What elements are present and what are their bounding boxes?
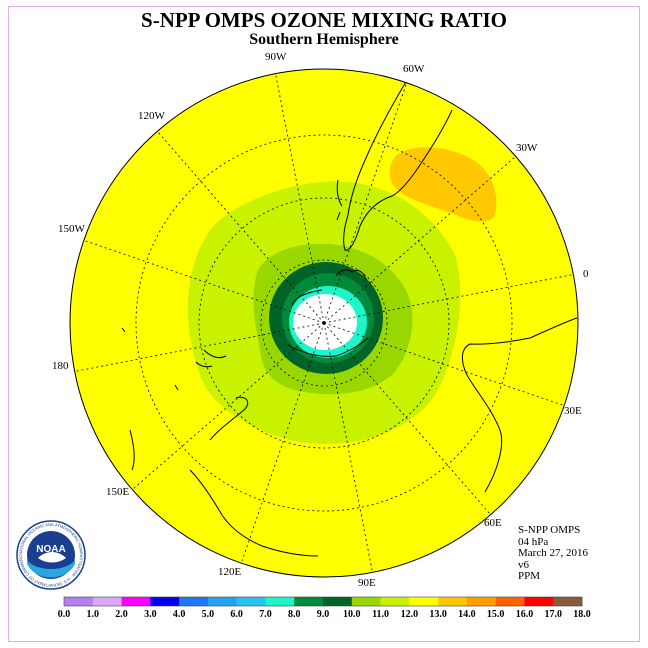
colorbar-tick-label: 3.0	[144, 609, 157, 620]
colorbar-outline	[63, 596, 583, 607]
colorbar-swatch	[121, 597, 151, 606]
lon-label-90e: 90E	[358, 577, 376, 589]
lon-label-150w: 150W	[58, 223, 86, 235]
lon-label-30e: 30E	[564, 405, 582, 417]
colorbar-swatch	[466, 597, 496, 606]
colorbar-tick-label: 4.0	[173, 609, 186, 620]
lon-label-60e: 60E	[484, 517, 502, 529]
map-title: S-NPP OMPS OZONE MIXING RATIO	[141, 8, 507, 32]
colorbar-swatch	[553, 597, 583, 606]
colorbar-tick-label: 2.0	[115, 609, 128, 620]
graticule	[74, 73, 574, 573]
colorbar-tick-label: 16.0	[516, 609, 534, 620]
info-level: 04 hPa	[518, 535, 549, 548]
colorbar-swatch	[438, 597, 468, 606]
lon-label-150e: 150E	[106, 486, 130, 498]
lon-label-60w: 60W	[403, 63, 425, 75]
coastlines	[121, 74, 578, 557]
colorbar-tick-label: 8.0	[288, 609, 301, 620]
colorbar-swatch	[64, 597, 94, 606]
info-date: March 27, 2016	[518, 547, 588, 559]
colorbar-swatch	[351, 597, 381, 606]
lon-label-120w: 120W	[138, 110, 166, 122]
meridian-line	[132, 322, 325, 490]
meridian-line	[323, 274, 574, 324]
colorbar-swatch	[265, 597, 295, 606]
colorbar-swatch	[380, 597, 410, 606]
colorbar-tick-label: 14.0	[458, 609, 476, 620]
colorbar-swatch	[294, 597, 324, 606]
lon-label-0: 0	[583, 268, 589, 280]
colorbar-tick-label: 6.0	[230, 609, 243, 620]
info-units: PPM	[518, 570, 541, 582]
colorbar-tick-label: 18.0	[573, 609, 591, 620]
meridian-line	[275, 73, 325, 324]
info-panel: S-NPP OMPS 04 hPa March 27, 2016 v6 PPM	[518, 524, 588, 583]
meridian-line	[323, 322, 373, 573]
lon-label-180: 180	[52, 360, 69, 372]
colorbar-swatch	[524, 597, 554, 606]
noaa-logo: NOAA NATIONAL OCEANIC AND ATMOSPHERIC AD…	[16, 520, 86, 590]
meridian-line	[323, 322, 491, 515]
colorbar-swatch	[92, 597, 122, 606]
colorbar-tick-label: 17.0	[544, 609, 562, 620]
meridian-line	[240, 322, 325, 564]
info-version: v6	[518, 558, 529, 571]
colorbar-swatch	[323, 597, 353, 606]
colorbar-tick-label: 12.0	[401, 609, 419, 620]
lon-label-120e: 120E	[218, 566, 242, 578]
colorbar-tick-label: 7.0	[259, 609, 272, 620]
colorbar: 0.0 1.0 2.0 3.0 4.0 5.0 6.0 7.0 8.0 9.0 10.0 11.0 12…	[58, 596, 591, 620]
colorbar-tick-label: 0.0	[58, 609, 71, 620]
lon-label-30w: 30W	[516, 142, 538, 154]
meridian-line	[323, 156, 516, 324]
map-disk	[70, 69, 578, 577]
south-pole	[322, 321, 326, 325]
colorbar-tick-label: 1.0	[87, 609, 100, 620]
colorbar-swatch	[150, 597, 180, 606]
longitude-labels: 90W 60W 30W 0 30E 60E 90E 120E 150E 180 …	[52, 51, 589, 589]
meridian-line	[323, 82, 408, 324]
colorbar-tick-label: 9.0	[317, 609, 330, 620]
meridian-line	[83, 239, 325, 324]
colorbar-tick-label: 15.0	[487, 609, 505, 620]
colorbar-swatch	[409, 597, 439, 606]
lon-label-90w: 90W	[265, 51, 287, 63]
colorbar-swatch	[207, 597, 237, 606]
info-instrument: S-NPP OMPS	[518, 524, 581, 536]
ozone-high-region	[389, 147, 497, 222]
colorbar-swatch	[179, 597, 209, 606]
colorbar-tick-label: 13.0	[429, 609, 447, 620]
figure-frame	[8, 6, 640, 642]
meridian-line	[74, 322, 325, 372]
meridian-line	[323, 322, 565, 407]
meridian-line	[157, 131, 325, 324]
map-boundary	[69, 68, 579, 578]
colorbar-tick-label: 5.0	[202, 609, 215, 620]
colorbar-tick-label: 10.0	[343, 609, 361, 620]
colorbar-tick-label: 11.0	[372, 609, 389, 620]
noaa-logo-text: NOAA	[36, 544, 65, 555]
colorbar-swatch	[495, 597, 525, 606]
colorbar-swatch	[236, 597, 266, 606]
map-subtitle: Southern Hemisphere	[249, 31, 399, 48]
